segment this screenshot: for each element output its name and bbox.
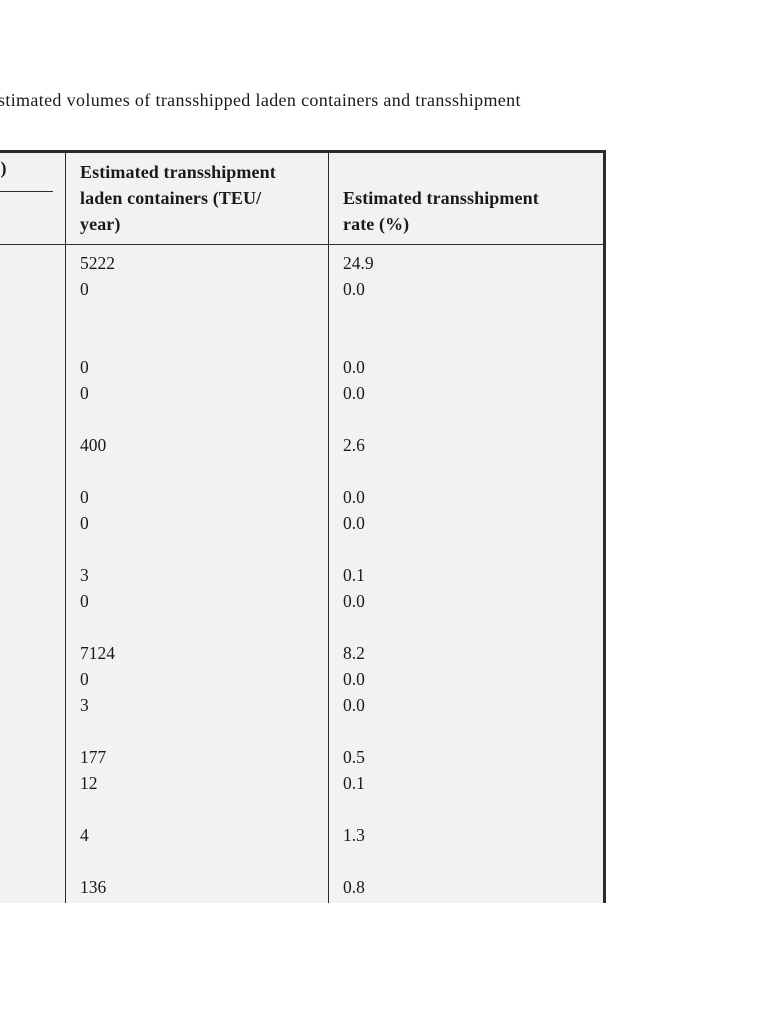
header-line: year) xyxy=(80,214,121,234)
table-row xyxy=(0,328,603,354)
header-line: rate (%) xyxy=(343,214,410,234)
cell-laden-containers xyxy=(0,406,343,432)
table-row xyxy=(0,536,603,562)
cell-transshipment-rate: 2.6 xyxy=(343,435,365,455)
table-row xyxy=(0,302,603,328)
cell-transshipment-rate: 0.0 xyxy=(343,695,365,715)
table-row: 400 2.6 xyxy=(0,432,603,458)
table-caption-fragment: stimated volumes of transshipped laden c… xyxy=(0,90,521,110)
table-row: 0 0.0 xyxy=(0,510,603,536)
cell-laden-containers: 0 xyxy=(80,357,89,377)
cell-transshipment-rate: 0.0 xyxy=(343,279,365,299)
column-divider-left xyxy=(64,153,66,903)
cell-transshipment-rate: 0.0 xyxy=(343,591,365,611)
table-row: 3 0.1 xyxy=(0,562,603,588)
cell-transshipment-rate: 1.3 xyxy=(343,825,365,845)
header-transshipment-rate: Estimated transshipment rate (%) xyxy=(343,185,539,237)
cell-laden-containers: 400 xyxy=(80,435,107,455)
cell-laden-containers xyxy=(0,328,343,354)
cell-transshipment-rate: 0.0 xyxy=(343,669,365,689)
cell-transshipment-rate: 0.5 xyxy=(343,747,365,767)
table-row: 0 0.0 xyxy=(0,354,603,380)
cell-transshipment-rate: 8.2 xyxy=(343,643,365,663)
cell-transshipment-rate: 0.0 xyxy=(343,383,365,403)
cell-transshipment-rate: 0.0 xyxy=(343,513,365,533)
cell-laden-containers xyxy=(0,302,343,328)
header-laden-containers: Estimated transshipment laden containers… xyxy=(80,159,276,237)
cell-transshipment-rate xyxy=(343,796,603,822)
table-row: 5222 24.9 xyxy=(0,250,603,276)
cell-laden-containers: 3 xyxy=(80,565,89,585)
cutoff-column-underline xyxy=(0,190,53,192)
table-row: 12 0.1 xyxy=(0,770,603,796)
header-separator-rule xyxy=(0,243,603,245)
cell-laden-containers: 0 xyxy=(80,279,89,299)
cell-transshipment-rate xyxy=(343,328,603,354)
cell-transshipment-rate xyxy=(343,614,603,640)
cell-transshipment-rate: 0.0 xyxy=(343,357,365,377)
table-row: 0 0.0 xyxy=(0,484,603,510)
cell-laden-containers: 0 xyxy=(80,487,89,507)
header-line: Estimated transshipment xyxy=(80,162,276,182)
cell-laden-containers: 5222 xyxy=(80,253,115,273)
cell-transshipment-rate: 24.9 xyxy=(343,253,374,273)
table-row xyxy=(0,796,603,822)
table-row xyxy=(0,458,603,484)
cell-laden-containers xyxy=(0,848,343,874)
table-row: 177 0.5 xyxy=(0,744,603,770)
cell-laden-containers xyxy=(0,536,343,562)
cell-transshipment-rate: 0.1 xyxy=(343,773,365,793)
table-row: 3 0.0 xyxy=(0,692,603,718)
cell-laden-containers xyxy=(0,458,343,484)
cell-laden-containers: 0 xyxy=(80,591,89,611)
cell-transshipment-rate xyxy=(343,536,603,562)
cell-laden-containers: 3 xyxy=(80,695,89,715)
cell-laden-containers: 0 xyxy=(80,383,89,403)
cell-transshipment-rate: 0.0 xyxy=(343,487,365,507)
cell-transshipment-rate xyxy=(343,718,603,744)
cell-laden-containers xyxy=(0,718,343,744)
table-row xyxy=(0,406,603,432)
table-row: 0 0.0 xyxy=(0,380,603,406)
cell-laden-containers: 4 xyxy=(80,825,89,845)
cell-laden-containers xyxy=(0,796,343,822)
cell-transshipment-rate xyxy=(343,406,603,432)
table-row xyxy=(0,614,603,640)
transshipment-table: ) Estimated transshipment laden containe… xyxy=(0,150,606,903)
cell-transshipment-rate: 0.8 xyxy=(343,877,365,897)
table-row: 0 0.0 xyxy=(0,588,603,614)
cell-transshipment-rate xyxy=(343,848,603,874)
table-body: 5222 24.9 0 0.0 0 0.0 0 0.0 400 2.6 0 0.0 0 0.0 3 0.1 0 0… xyxy=(0,250,603,900)
cell-laden-containers: 12 xyxy=(80,773,98,793)
table-row: 136 0.8 xyxy=(0,874,603,900)
cell-laden-containers: 177 xyxy=(80,747,107,767)
cell-laden-containers: 0 xyxy=(80,513,89,533)
cutoff-column-header-fragment: ) xyxy=(0,158,7,178)
cell-transshipment-rate xyxy=(343,458,603,484)
header-line: laden containers (TEU/ xyxy=(80,188,262,208)
cell-laden-containers: 136 xyxy=(80,877,107,897)
cell-laden-containers: 7124 xyxy=(80,643,115,663)
table-row: 7124 8.2 xyxy=(0,640,603,666)
header-line: Estimated transshipment xyxy=(343,188,539,208)
table-row xyxy=(0,848,603,874)
cell-transshipment-rate: 0.1 xyxy=(343,565,365,585)
table-row: 0 0.0 xyxy=(0,276,603,302)
table-row: 4 1.3 xyxy=(0,822,603,848)
cell-laden-containers: 0 xyxy=(80,669,89,689)
cell-transshipment-rate xyxy=(343,302,603,328)
cell-laden-containers xyxy=(0,614,343,640)
column-divider-middle xyxy=(327,153,329,903)
table-row xyxy=(0,718,603,744)
table-row: 0 0.0 xyxy=(0,666,603,692)
